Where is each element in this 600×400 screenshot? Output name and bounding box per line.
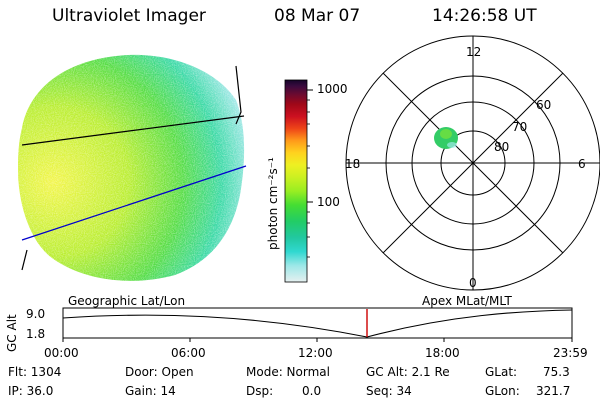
colorbar-rect	[284, 79, 308, 283]
status-flt: Flt: 1304	[8, 365, 62, 379]
status-glat-value: 75.3	[543, 365, 570, 379]
timeline-ylabel: GC Alt	[5, 314, 19, 352]
timeline-plot	[62, 307, 573, 342]
altitude-curve	[62, 309, 573, 338]
status-ip: IP: 36.0	[8, 384, 54, 398]
polar-plot	[345, 35, 600, 291]
timeline-ytick-9: 9.0	[26, 307, 46, 321]
mlt-label-0: 0	[469, 276, 477, 290]
timeline-xtick-1800: 18:00	[425, 346, 460, 360]
colorbar-tick-label-1000: 1000	[317, 82, 348, 96]
lat-label-80: 80	[494, 140, 510, 154]
timeline-xtick-0000: 00:00	[44, 346, 79, 360]
status-seq: Seq: 34	[366, 384, 412, 398]
timeline-xtick-0600: 06:00	[171, 346, 206, 360]
mlt-label-18: 18	[345, 157, 361, 171]
terminator-line	[21, 165, 247, 241]
mlt-label-12: 12	[466, 45, 482, 59]
polar-diag-2	[382, 72, 564, 254]
instrument-title: Ultraviolet Imager	[52, 6, 206, 26]
aurora-spot-core	[440, 129, 452, 139]
lat-label-70: 70	[512, 120, 528, 134]
timeline-ytick-1-8: 1.8	[26, 327, 46, 341]
status-dsp-value: 0.0	[302, 384, 322, 398]
earth-image	[18, 54, 247, 281]
disk-speckle	[18, 54, 245, 281]
latitude-line	[21, 115, 245, 146]
status-dsp: Dsp:	[246, 384, 274, 398]
colorbar-tick-label-100: 100	[317, 195, 340, 209]
colorbar-unit-label: photon cm⁻²s⁻¹	[266, 157, 280, 250]
colorbar-minor-ticks	[307, 99, 310, 258]
timeline-right-title: Apex MLat/MLT	[422, 294, 512, 308]
limb-line-right	[235, 65, 242, 125]
colorbar	[284, 79, 313, 283]
limb-line-left	[21, 249, 28, 271]
status-gc-alt: GC Alt: 2.1 Re	[366, 365, 450, 379]
mlt-label-6: 6	[578, 157, 586, 171]
lat-label-60: 60	[536, 98, 552, 112]
status-door: Door: Open	[125, 365, 194, 379]
status-glon-value: 321.7	[536, 384, 571, 398]
timeline-left-title: Geographic Lat/Lon	[68, 294, 186, 308]
timeline-xtick-1200: 12:00	[298, 346, 333, 360]
timeline-x-ticks	[62, 338, 573, 342]
time-label: 14:26:58 UT	[432, 6, 537, 26]
timeline-xtick-2359: 23:59	[553, 346, 588, 360]
status-glat: GLat:	[485, 365, 518, 379]
timeline-frame	[62, 307, 573, 339]
status-glon: GLon:	[485, 384, 520, 398]
status-gain: Gain: 14	[125, 384, 176, 398]
aurora-spot-edge	[447, 142, 457, 148]
status-mode: Mode: Normal	[246, 365, 330, 379]
date-label: 08 Mar 07	[274, 6, 361, 26]
